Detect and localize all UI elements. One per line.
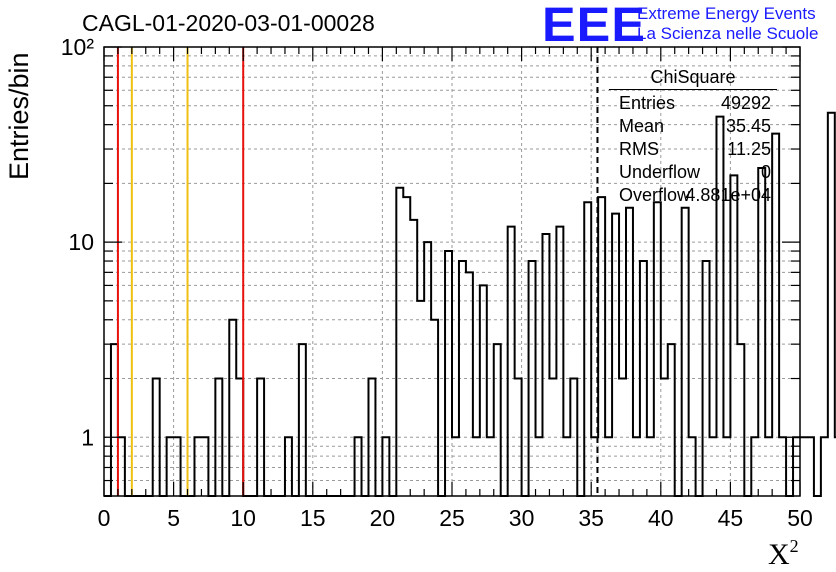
x-tick-label: 30: [509, 505, 535, 531]
x-tick-label: 15: [300, 505, 326, 531]
x-tick-label: 0: [98, 505, 111, 531]
stat-label: Overflow: [619, 185, 691, 205]
x-axis-label: X2: [768, 536, 799, 571]
x-tick-label: 25: [439, 505, 465, 531]
histogram-series: [104, 111, 836, 497]
stat-value: 4.881e+04: [685, 185, 771, 205]
stats-box: ChiSquare Entries 49292 Mean 35.45 RMS 1…: [609, 65, 777, 215]
y-axis-label: Entries/bin: [4, 52, 34, 180]
stat-value: 0: [760, 162, 771, 182]
x-tick-label: 50: [787, 505, 813, 531]
stat-label: RMS: [619, 139, 659, 159]
stat-label: Entries: [619, 93, 676, 113]
stat-label: Underflow: [619, 162, 701, 182]
y-tick-label: 10²: [61, 34, 95, 60]
stat-value: 35.45: [725, 116, 771, 136]
x-tick-label: 40: [648, 505, 674, 531]
x-tick-label: 10: [230, 505, 256, 531]
logo-line-2: La Scienza nelle Scuole: [637, 24, 819, 43]
eee-logo: EEE: [542, 0, 646, 52]
x-tick-label: 45: [718, 505, 744, 531]
stat-value: 11.25: [727, 139, 771, 159]
stats-divider: [609, 89, 777, 90]
chart-title: CAGL-01-2020-03-01-00028: [82, 10, 375, 36]
x-tick-label: 35: [578, 505, 604, 531]
x-tick-label: 20: [370, 505, 396, 531]
stat-value: 49292: [720, 93, 771, 113]
stats-title: ChiSquare: [650, 67, 736, 87]
y-tick-label: 10: [68, 229, 94, 255]
logo-line-1: Extreme Energy Events: [637, 4, 816, 23]
stat-label: Mean: [619, 116, 665, 136]
x-tick-label: 5: [167, 505, 180, 531]
y-tick-label: 1: [81, 424, 94, 450]
